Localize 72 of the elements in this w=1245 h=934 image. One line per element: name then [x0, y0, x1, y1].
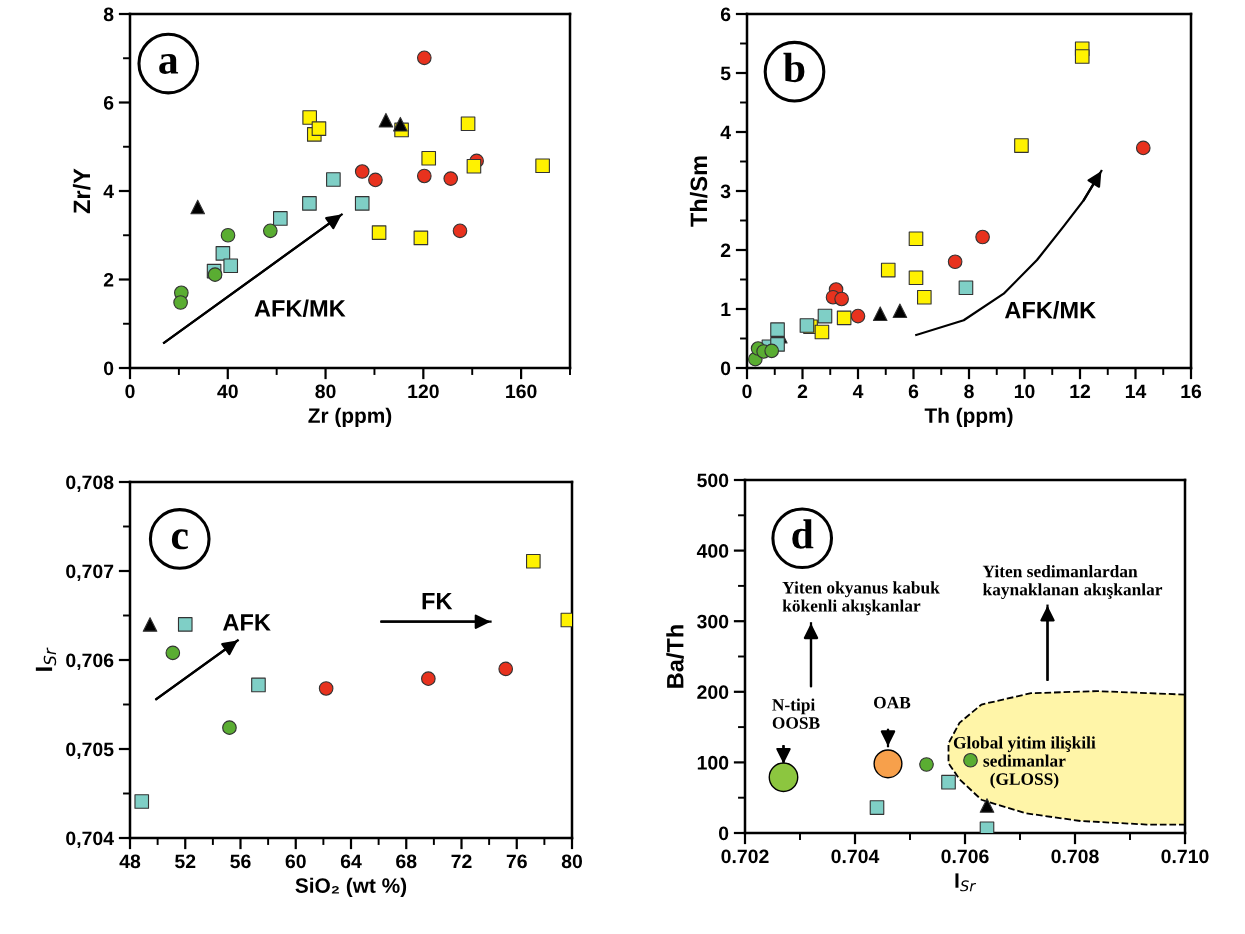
y-axis-title: Th/Sm: [689, 156, 708, 227]
x-tick-label: 14: [1125, 384, 1147, 399]
annotation: d: [792, 519, 814, 549]
annotation: Yiten okyanus kabuk kökenli akışkanlar: [782, 581, 940, 616]
y-tick-label: 0,706: [66, 653, 114, 671]
annotation: N-tipi OOSB: [772, 698, 820, 729]
y-tick-label: 200: [697, 685, 729, 700]
y-tick-label: 8: [103, 7, 114, 22]
x-tick-label: 16: [1181, 384, 1202, 399]
y-tick-label: 400: [696, 544, 729, 558]
y-tick-label: 6: [720, 7, 731, 22]
x-tick-label: 56: [230, 854, 251, 869]
x-tick-label: 64: [340, 854, 362, 869]
x-tick-label: 8: [964, 384, 974, 399]
y-tick-label: 0: [720, 361, 731, 376]
x-tick-label: 52: [175, 854, 196, 869]
x-tick-label: 120: [408, 384, 439, 399]
x-tick-label: 0: [125, 384, 135, 399]
y-axis-title: Ba/Th: [666, 625, 684, 688]
annotation: Yiten sedimanlardan kaynaklanan akışkanlar: [982, 565, 1163, 600]
x-tick-label: 0: [742, 384, 752, 399]
x-tick-label: 0.702: [721, 849, 769, 864]
x-tick-label: 0.704: [831, 849, 880, 864]
annotation: OAB: [874, 696, 911, 709]
x-tick-label: 10: [1014, 384, 1035, 399]
x-tick-label: 4: [852, 384, 864, 399]
y-tick-label: 1: [721, 302, 731, 317]
y-axis-title: I$_{Sr}$: [35, 647, 57, 671]
y-tick-label: 0: [103, 361, 114, 376]
x-tick-label: 48: [119, 854, 141, 869]
x-tick-label: 76: [506, 854, 527, 869]
y-tick-label: 500: [697, 473, 729, 488]
x-tick-label: 40: [217, 384, 238, 399]
x-tick-label: 6: [908, 384, 919, 399]
annotation: Global yitim ilişkili sedimanlar (GLOSS): [953, 736, 1096, 789]
y-tick-label: 6: [103, 95, 114, 110]
x-tick-label: 12: [1070, 384, 1091, 399]
y-tick-label: 5: [720, 66, 731, 81]
y-tick-label: 300: [697, 614, 729, 629]
x-tick-label: 72: [451, 854, 472, 869]
y-tick-label: 100: [697, 755, 729, 770]
y-tick-label: 2: [720, 243, 731, 258]
y-tick-label: 4: [720, 125, 731, 140]
x-tick-label: 68: [396, 854, 417, 869]
x-axis-title: Th (ppm): [924, 407, 1013, 428]
annotation: FK: [422, 592, 453, 610]
y-tick-label: 0,705: [66, 742, 114, 760]
y-axis-title: Zr/Y: [72, 168, 91, 214]
y-tick-label: 0,708: [66, 475, 114, 493]
y-tick-label: 2: [103, 272, 114, 287]
annotation: a: [159, 54, 179, 74]
annotation: AFK: [223, 614, 271, 631]
x-tick-label: 0.706: [941, 849, 989, 864]
annotation: AFK/MK: [1004, 301, 1096, 319]
y-tick-label: 3: [720, 184, 731, 199]
x-tick-label: 160: [506, 384, 537, 399]
x-tick-label: 2: [797, 384, 808, 399]
y-tick-label: 0,707: [66, 564, 114, 582]
x-tick-label: 0.710: [1161, 849, 1209, 864]
x-tick-label: 80: [561, 854, 583, 869]
x-axis-title: Zr (ppm): [308, 407, 392, 428]
y-tick-label: 0,704: [66, 831, 114, 849]
x-axis-title: SiO₂ (wt %): [295, 877, 407, 898]
x-tick-label: 80: [315, 384, 336, 399]
annotation: c: [171, 529, 188, 550]
annotation: AFK/MK: [254, 299, 346, 318]
x-tick-label: 0.708: [1051, 849, 1099, 864]
y-tick-label: 4: [103, 184, 114, 199]
x-axis-title: I$_{Sr}$: [955, 873, 977, 892]
y-tick-label: 0: [718, 826, 729, 841]
annotation: b: [783, 52, 805, 83]
x-tick-label: 60: [285, 854, 306, 869]
